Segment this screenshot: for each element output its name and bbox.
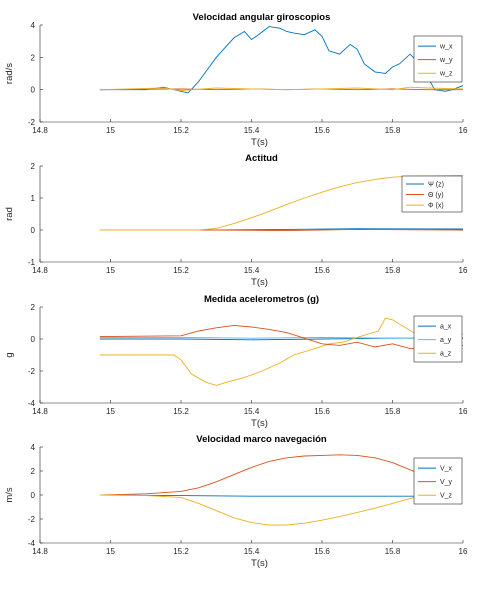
- y-axis-label: m/s: [4, 487, 15, 503]
- y-tick-label: 4: [31, 443, 36, 452]
- series-line-3: [99, 175, 463, 231]
- legend: a_x a_y a_z: [413, 315, 463, 363]
- subplot-4: 14.8 15 15.2 15.4 15.6 15.8 16 -4 -2 0 2 4 Velocidad…: [4, 434, 468, 569]
- y-tick-label: 2: [31, 162, 36, 171]
- legend-box: [413, 35, 463, 83]
- x-tick-label: 15.2: [173, 266, 189, 275]
- legend-entry: V_y: [440, 479, 453, 486]
- chart-title: Velocidad angular giroscopios: [193, 12, 331, 23]
- x-axis-label: T(s): [251, 418, 268, 429]
- y-tick-label: -2: [28, 367, 36, 376]
- x-tick-label: 14.8: [32, 547, 48, 556]
- x-tick-label: 16: [459, 126, 468, 135]
- y-tick-label: 1: [31, 194, 36, 203]
- series-line-2: [99, 336, 463, 339]
- chart-title: Medida acelerometros (g): [204, 294, 319, 305]
- y-axis-label: rad/s: [4, 63, 15, 84]
- legend-entry: a_x: [440, 324, 452, 331]
- x-tick-label: 15: [106, 266, 115, 275]
- y-tick-label: 0: [31, 226, 36, 235]
- x-tick-label: 15.4: [244, 266, 260, 275]
- x-tick-label: 15.8: [385, 547, 401, 556]
- x-tick-label: 15.6: [314, 266, 330, 275]
- series-line-4: [99, 324, 463, 350]
- y-tick-label: 0: [31, 491, 36, 500]
- y-tick-label: -2: [28, 118, 36, 127]
- x-axis-label: T(s): [251, 277, 268, 288]
- legend-box: [401, 175, 463, 213]
- y-tick-label: -4: [28, 399, 36, 408]
- x-tick-label: 14.8: [32, 407, 48, 416]
- y-axis-label: g: [4, 352, 15, 357]
- subplot-2: 14.8 15 15.2 15.4 15.6 15.8 16 -1 0 1 2 Actitud T(s)…: [4, 153, 468, 288]
- legend-entry: a_y: [440, 337, 452, 344]
- x-tick-label: 15.8: [385, 407, 401, 416]
- x-tick-label: 15.2: [173, 547, 189, 556]
- x-tick-label: 15.6: [314, 126, 330, 135]
- x-tick-label: 15.6: [314, 547, 330, 556]
- series-line-3: [99, 317, 463, 386]
- y-axis-label: rad: [4, 207, 15, 221]
- x-tick-label: 15.2: [173, 126, 189, 135]
- x-tick-label: 15.8: [385, 126, 401, 135]
- y-tick-label: 2: [31, 467, 36, 476]
- y-tick-label: 0: [31, 86, 36, 95]
- x-tick-label: 16: [459, 266, 468, 275]
- legend: Ψ (z) Θ (y) Φ (x): [401, 175, 463, 213]
- legend-box: [413, 315, 463, 363]
- legend-entry: Ψ (z): [428, 181, 444, 188]
- legend: V_x V_y V_z: [413, 457, 463, 505]
- x-tick-label: 15.2: [173, 407, 189, 416]
- x-tick-label: 15.8: [385, 266, 401, 275]
- x-tick-label: 15: [106, 407, 115, 416]
- x-tick-label: 14.8: [32, 266, 48, 275]
- series-line-1: [99, 26, 463, 94]
- legend-entry: w_y: [439, 57, 453, 64]
- legend-entry: w_z: [439, 71, 453, 78]
- legend-entry: V_x: [440, 466, 453, 473]
- y-tick-label: -1: [28, 258, 36, 267]
- legend-entry: Φ (x): [428, 203, 444, 210]
- x-axis-label: T(s): [251, 137, 268, 148]
- series-line-2: [99, 454, 428, 496]
- x-tick-label: 14.8: [32, 126, 48, 135]
- legend-entry: a_z: [440, 351, 452, 358]
- legend-entry: Θ (y): [428, 192, 444, 199]
- x-tick-label: 15.6: [314, 407, 330, 416]
- y-tick-label: -4: [28, 539, 36, 548]
- chart-title: Actitud: [245, 153, 278, 164]
- legend-entry: w_x: [439, 44, 453, 51]
- y-tick-label: -2: [28, 515, 36, 524]
- series-line-3: [99, 86, 463, 91]
- subplot-3: 14.8 15 15.2 15.4 15.6 15.8 16 -4 -2 0 2 Medida ace…: [4, 294, 468, 429]
- chart-title: Velocidad marco navegación: [196, 434, 327, 445]
- x-tick-label: 16: [459, 547, 468, 556]
- y-tick-label: 2: [31, 53, 36, 62]
- y-tick-label: 2: [31, 303, 36, 312]
- x-tick-label: 15: [106, 126, 115, 135]
- legend: w_x w_y w_z: [413, 35, 463, 83]
- legend-box: [413, 457, 463, 505]
- y-tick-label: 0: [31, 335, 36, 344]
- x-tick-label: 15.4: [244, 126, 260, 135]
- x-tick-label: 15.4: [244, 547, 260, 556]
- subplot-1: 14.8 15 15.2 15.4 15.6 15.8 16 -2 0 2 4 Velocidad a…: [4, 12, 468, 148]
- series-line-3: [99, 493, 428, 526]
- legend-entry: V_z: [440, 493, 453, 500]
- series-line-1: [99, 494, 428, 497]
- x-tick-label: 15: [106, 547, 115, 556]
- x-tick-label: 15.4: [244, 407, 260, 416]
- x-tick-label: 16: [459, 407, 468, 416]
- y-tick-label: 4: [31, 21, 36, 30]
- x-axis-label: T(s): [251, 558, 268, 569]
